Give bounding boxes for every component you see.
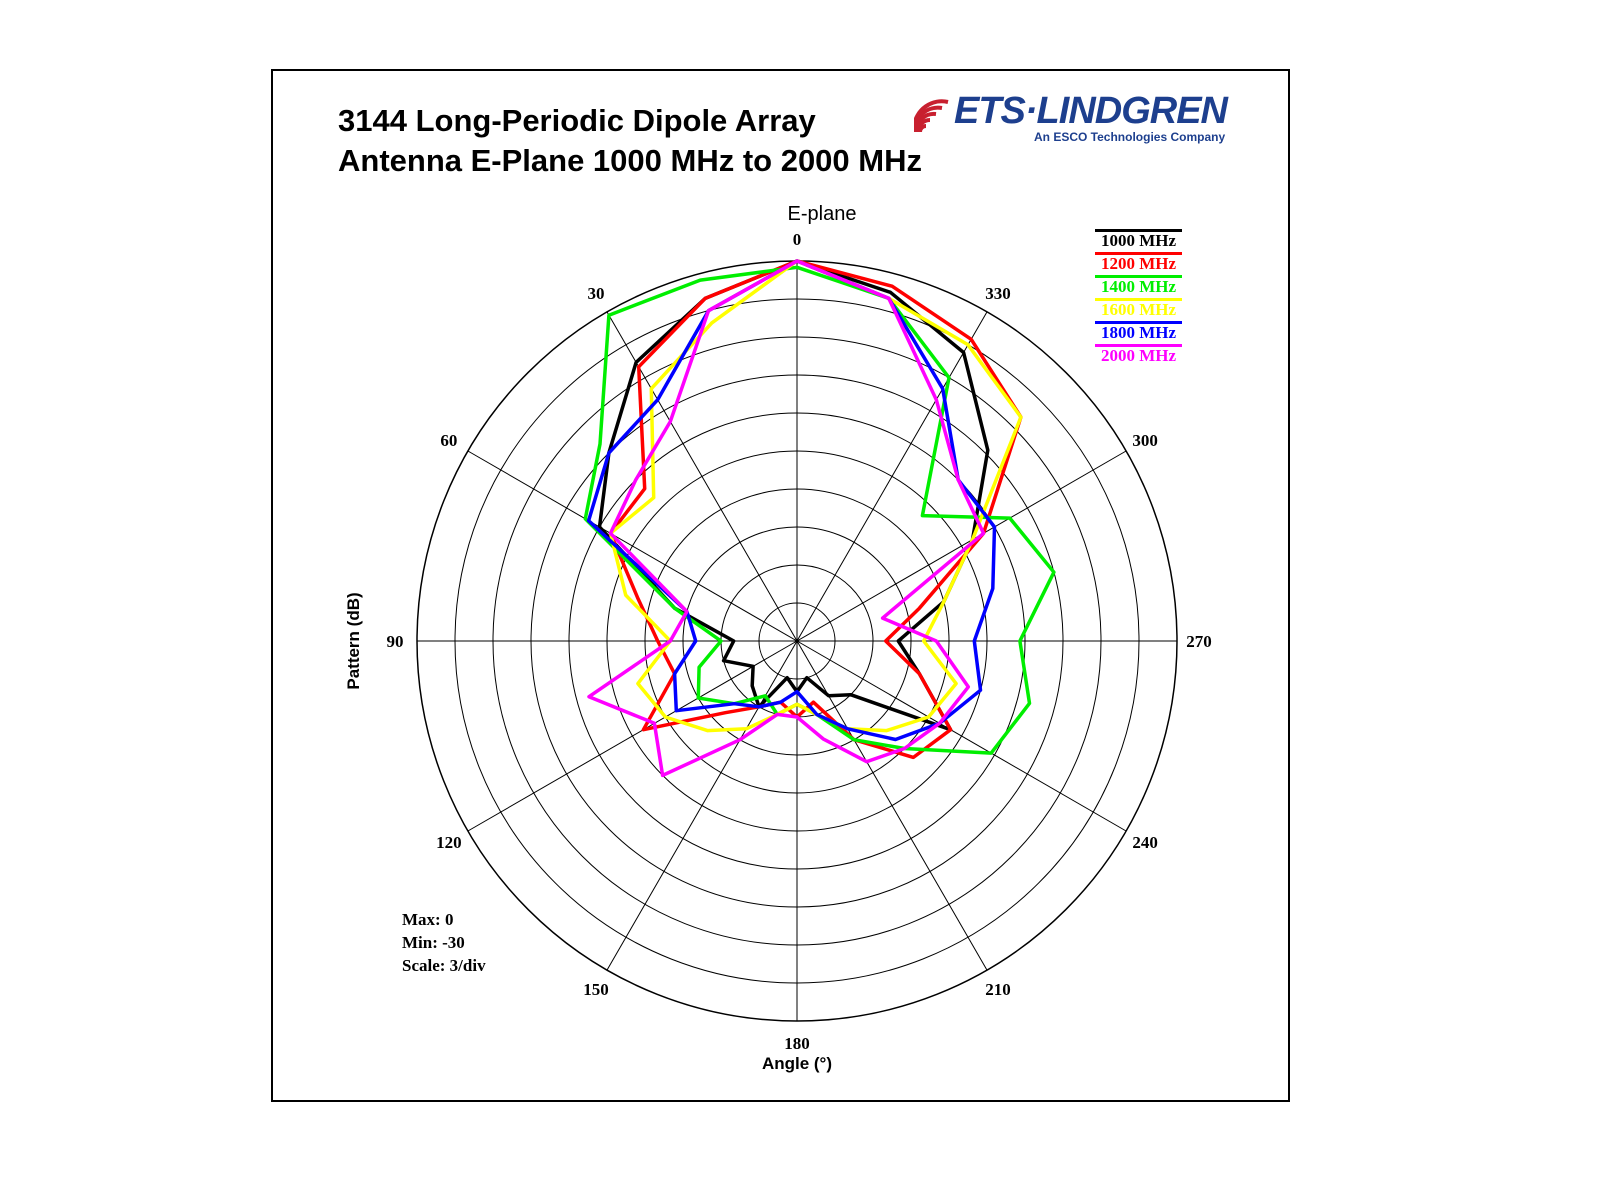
angle-tick-label: 240 <box>1132 833 1158 852</box>
angle-tick-label: 150 <box>583 980 609 999</box>
legend-item: 1200 MHz <box>1095 252 1182 273</box>
legend-item: 1000 MHz <box>1095 229 1182 250</box>
logo-waves-icon <box>914 99 949 133</box>
legend-item: 1800 MHz <box>1095 321 1182 342</box>
chart-title-line1: 3144 Long-Periodic Dipole Array <box>338 103 816 138</box>
angle-tick-label: 300 <box>1132 431 1158 450</box>
y-axis-label: Pattern (dB) <box>344 592 363 689</box>
chart-frame <box>271 69 1290 1102</box>
angle-tick-label: 180 <box>784 1034 810 1053</box>
angle-tick-label: 0 <box>793 230 802 249</box>
plot-title: E-plane <box>788 203 857 225</box>
legend-item: 2000 MHz <box>1095 344 1182 365</box>
angle-tick-label: 210 <box>985 980 1011 999</box>
grid-spoke <box>796 640 1127 832</box>
grid-spoke <box>467 640 798 832</box>
grid-spoke <box>796 311 988 642</box>
grid-spoke <box>796 640 988 971</box>
chart-title-line2: Antenna E-Plane 1000 MHz to 2000 MHz <box>338 143 922 178</box>
angle-tick-label: 60 <box>440 431 457 450</box>
legend-item: 1400 MHz <box>1095 275 1182 296</box>
angle-tick-label: 90 <box>387 632 404 651</box>
x-axis-label: Angle (°) <box>762 1054 832 1073</box>
logo-subtitle: An ESCO Technologies Company <box>1034 130 1226 144</box>
legend-item: 1600 MHz <box>1095 298 1182 319</box>
grid-spoke <box>606 640 798 971</box>
max-label: Max: 0 <box>402 910 454 929</box>
angle-tick-label: 270 <box>1186 632 1212 651</box>
grid-spoke <box>796 450 1127 642</box>
logo-text: ETS·LINDGREN <box>954 90 1228 132</box>
angle-tick-label: 30 <box>588 284 605 303</box>
ets-lindgren-logo: ETS·LINDGREN An ESCO Technologies Compan… <box>914 90 1228 148</box>
scale-label: Scale: 3/div <box>402 956 486 975</box>
polar-grid <box>416 260 1178 1022</box>
min-label: Min: -30 <box>402 933 465 952</box>
angle-tick-label: 120 <box>436 833 462 852</box>
angle-tick-label: 330 <box>985 284 1011 303</box>
grid-spoke <box>467 450 798 642</box>
